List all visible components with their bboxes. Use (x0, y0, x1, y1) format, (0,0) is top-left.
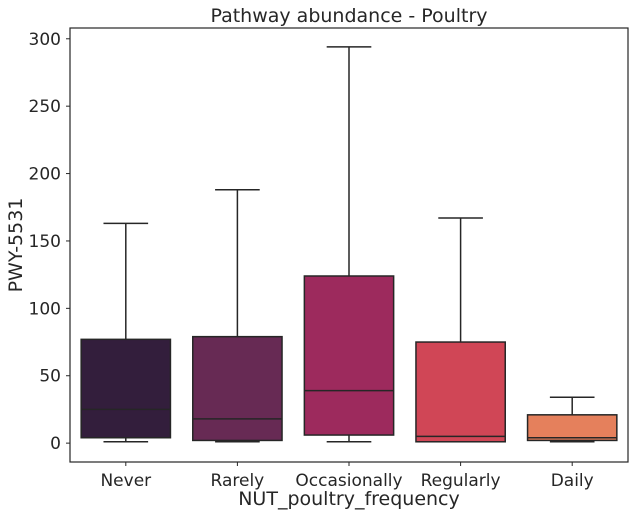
plot-frame (69, 27, 629, 463)
box-never (80, 338, 172, 439)
x-axis-label: NUT_poultry_frequency (238, 488, 460, 510)
box-occasionally (303, 275, 395, 436)
y-tick-label: 0 (50, 434, 61, 454)
chart-title: Pathway abundance - Poultry (210, 5, 487, 27)
x-tick-label-regularly: Regularly (421, 471, 501, 491)
x-tick-label-occasionally: Occasionally (295, 471, 402, 491)
x-tick-label-daily: Daily (551, 471, 594, 491)
y-tick-label: 100 (29, 299, 61, 319)
y-axis-label: PWY-5531 (5, 198, 27, 293)
box-rarely (192, 335, 283, 442)
y-tick-label: 200 (29, 165, 61, 185)
box-regularly (415, 341, 506, 443)
box-daily (526, 414, 618, 442)
x-tick-label-never: Never (100, 471, 151, 491)
y-tick-label: 150 (29, 232, 61, 252)
y-tick-label: 50 (39, 367, 61, 387)
y-tick-label: 300 (29, 30, 61, 50)
y-tick-label: 250 (29, 97, 61, 117)
x-tick-label-rarely: Rarely (211, 471, 265, 491)
